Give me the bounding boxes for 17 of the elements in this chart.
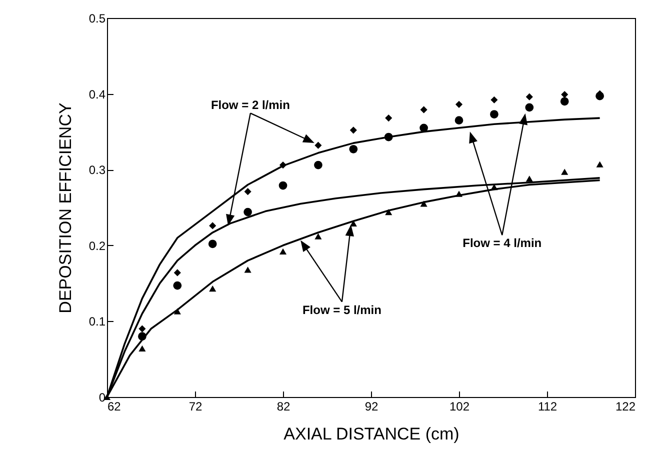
x-tick-label: 92 xyxy=(364,400,378,414)
x-axis-title: AXIAL DISTANCE (cm) xyxy=(284,424,460,444)
y-tick-label: 0.5 xyxy=(88,12,106,26)
y-axis-title: DEPOSITION EFFICIENCY xyxy=(56,102,75,314)
x-tick-label: 82 xyxy=(276,400,290,414)
y-tick-label: 0.4 xyxy=(88,87,106,102)
x-tick-label: 62 xyxy=(108,400,122,414)
y-tick-label: 0.3 xyxy=(88,163,106,178)
y-tick-label: 0.2 xyxy=(88,238,106,253)
annotation: Flow = 4 l/min xyxy=(462,236,542,250)
x-tick-label: 102 xyxy=(449,400,470,414)
y-tick-label: 0.1 xyxy=(88,314,106,329)
x-tick-label: 122 xyxy=(615,400,636,414)
x-tick-label: 112 xyxy=(538,400,558,414)
annotation: Flow = 2 l/min xyxy=(210,98,290,112)
annotation: Flow = 5 l/min xyxy=(302,302,382,317)
x-tick-label: 72 xyxy=(188,400,202,414)
